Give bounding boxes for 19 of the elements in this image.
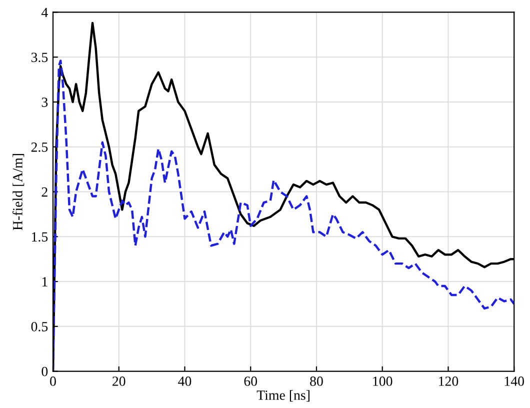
x-axis-title: Time [ns]	[256, 390, 310, 402]
y-tick-label: 3	[42, 98, 48, 107]
x-tick-label: 140	[504, 376, 524, 386]
x-tick-label: 20	[112, 376, 126, 386]
y-tick-label: 3.5	[31, 52, 48, 62]
x-tick-label: 80	[310, 376, 323, 386]
x-tick-label: 40	[178, 376, 192, 386]
y-tick-label: 0	[42, 366, 48, 376]
x-tick-label: 0	[50, 376, 56, 386]
y-tick-label: 0.5	[31, 322, 48, 332]
y-tick-label: 2	[42, 187, 48, 197]
x-tick-label: 120	[439, 376, 458, 386]
y-tick-label: 1.5	[32, 232, 48, 242]
x-tick-label: 60	[244, 376, 258, 386]
y-tick-label: 1	[42, 277, 48, 286]
y-axis-title: H-field [A/m]	[12, 154, 24, 230]
y-tick-label: 2.5	[31, 142, 48, 152]
x-tick-label: 100	[373, 376, 392, 386]
y-tick-label: 4	[41, 8, 48, 18]
